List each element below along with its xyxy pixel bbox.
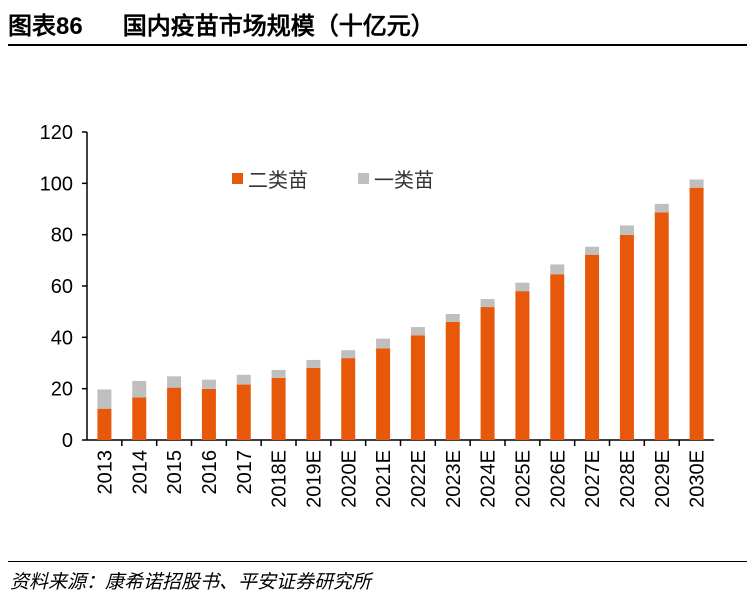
x-tick-label: 2014: [129, 450, 151, 495]
bar-class1-2013: [97, 389, 112, 409]
bar-class2-2030E: [689, 187, 704, 440]
bar-class1-2023E: [445, 313, 460, 322]
x-tick-label: 2030E: [687, 450, 709, 508]
y-tick-label: 60: [51, 276, 73, 298]
bar-class2-2017: [236, 384, 251, 440]
y-tick-label: 20: [51, 379, 73, 401]
x-tick-label: 2017: [234, 450, 256, 495]
x-tick-label: 2024E: [478, 450, 500, 508]
bar-class2-2023E: [445, 321, 460, 440]
x-tick-label: 2023E: [443, 450, 465, 508]
figure-title: 图表86 国内疫苗市场规模（十亿元）: [8, 6, 435, 41]
y-tick-label: 120: [40, 122, 73, 144]
bar-class2-2028E: [619, 234, 634, 440]
bar-class2-2027E: [585, 254, 600, 440]
bar-class2-2022E: [410, 335, 425, 440]
bar-class2-2019E: [306, 367, 321, 440]
bar-class1-2026E: [550, 264, 565, 275]
legend-swatch: [232, 173, 243, 184]
bar-class1-2020E: [341, 350, 356, 359]
x-tick-label: 2027E: [582, 450, 604, 508]
y-tick-label: 0: [62, 430, 73, 452]
x-tick-label: 2016: [199, 450, 221, 495]
x-tick-label: 2015: [164, 450, 186, 495]
bar-class2-2014: [132, 397, 147, 440]
title-divider: [8, 44, 747, 46]
bar-class1-2027E: [585, 246, 600, 255]
bar-class1-2018E: [271, 369, 286, 378]
bar-class1-2022E: [410, 327, 425, 336]
bar-class1-2025E: [515, 282, 530, 292]
source-note: 资料来源：康希诺招股书、平安证券研究所: [10, 572, 372, 593]
x-tick-label: 2013: [94, 450, 116, 495]
bar-class1-2030E: [689, 179, 704, 188]
bar-class1-2024E: [480, 299, 495, 308]
bar-class2-2026E: [550, 274, 565, 440]
y-tick-label: 80: [51, 225, 73, 247]
bar-class2-2015: [167, 387, 182, 440]
bar-class1-2016: [201, 379, 216, 389]
x-tick-label: 2021E: [373, 450, 395, 508]
bar-class1-2028E: [619, 225, 634, 235]
x-tick-label: 2020E: [338, 450, 360, 508]
y-tick-label: 40: [51, 327, 73, 349]
bar-class1-2019E: [306, 359, 321, 368]
x-tick-label: 2028E: [617, 450, 639, 508]
bar-class2-2013: [97, 408, 112, 440]
bar-class1-2017: [236, 374, 251, 385]
x-tick-label: 2026E: [547, 450, 569, 508]
bar-class2-2016: [201, 388, 216, 440]
bar-class2-2018E: [271, 377, 286, 440]
x-tick-label: 2018E: [269, 450, 291, 508]
bar-class2-2024E: [480, 307, 495, 440]
bar-class2-2025E: [515, 291, 530, 440]
legend-label: 一类苗: [374, 168, 434, 192]
x-tick-label: 2025E: [512, 450, 534, 508]
y-tick-label: 100: [40, 173, 73, 195]
legend-swatch: [358, 173, 369, 184]
figure-number: 图表86: [8, 13, 83, 40]
x-tick-label: 2022E: [408, 450, 430, 508]
chart-title: 国内疫苗市场规模（十亿元）: [122, 13, 435, 40]
bar-class1-2021E: [376, 338, 391, 349]
bar-class2-2021E: [376, 348, 391, 440]
bar-class1-2014: [132, 380, 147, 398]
bar-class1-2029E: [654, 203, 669, 213]
legend-label: 二类苗: [248, 168, 308, 192]
x-tick-label: 2019E: [303, 450, 325, 508]
x-tick-label: 2029E: [652, 450, 674, 508]
bar-class2-2029E: [654, 212, 669, 440]
bar-class1-2015: [167, 376, 182, 388]
source-divider: [8, 561, 747, 562]
bar-class2-2020E: [341, 358, 356, 440]
